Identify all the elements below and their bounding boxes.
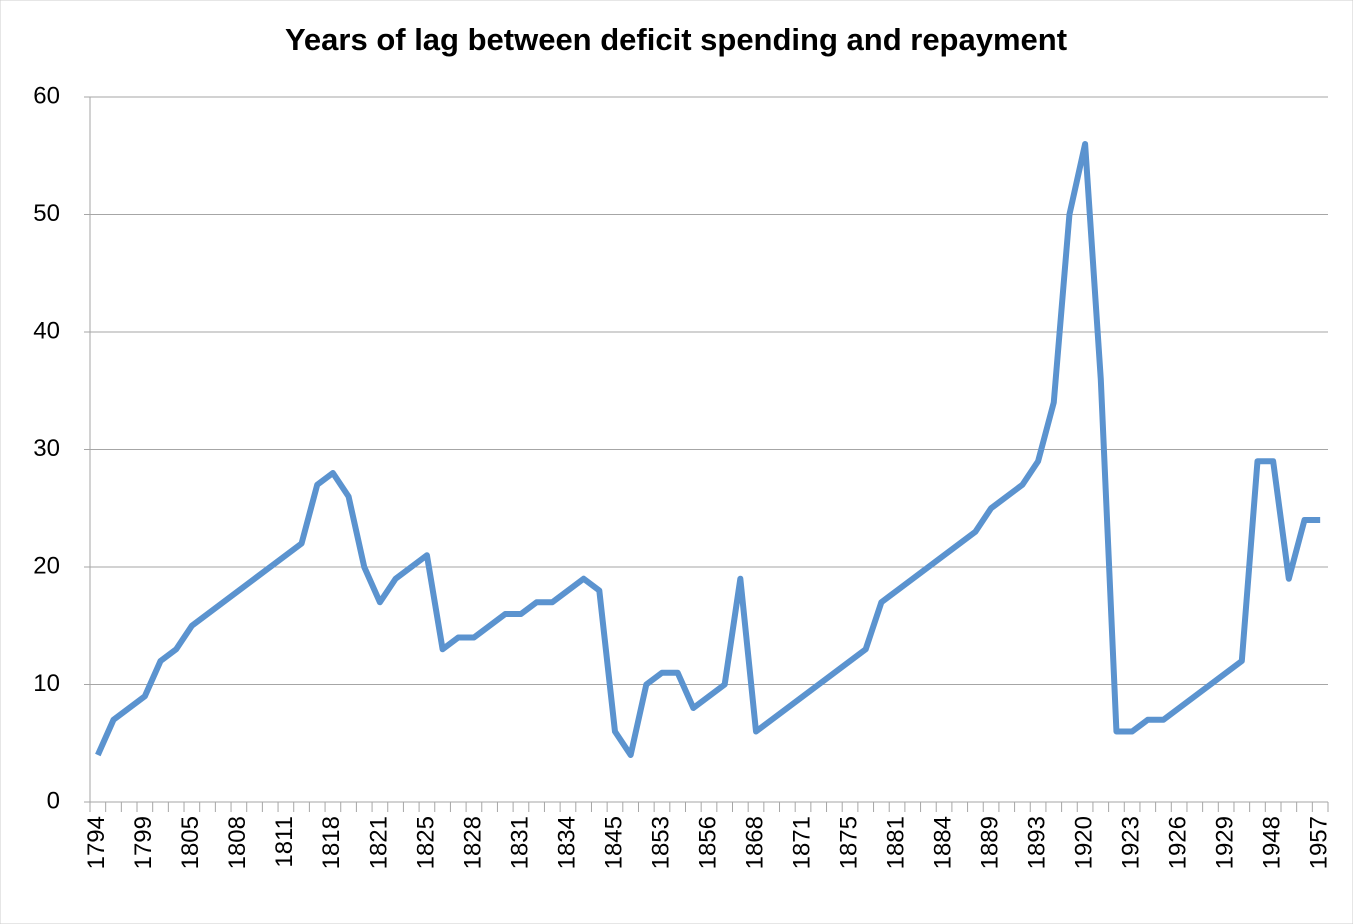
chart-title: Years of lag between deficit spending an… (285, 22, 1067, 57)
x-tick-label: 1889 (976, 816, 1003, 869)
x-tick-label: 1845 (600, 816, 627, 869)
x-tick-label: 1828 (459, 816, 486, 869)
x-tick-label: 1853 (647, 816, 674, 869)
x-tick-label: 1957 (1306, 816, 1333, 869)
x-tick-label: 1923 (1117, 816, 1144, 869)
y-tick-label: 60 (33, 82, 60, 109)
x-tick-label: 1929 (1211, 816, 1238, 869)
x-tick-label: 1805 (177, 816, 204, 869)
x-tick-label: 1808 (224, 816, 251, 869)
x-tick-label: 1794 (83, 816, 110, 869)
y-tick-label: 50 (33, 200, 60, 227)
x-tick-label: 1948 (1258, 816, 1285, 869)
x-tick-label: 1920 (1070, 816, 1097, 869)
x-tick-label: 1799 (130, 816, 157, 869)
data-line (95, 141, 1321, 758)
x-tick-label: 1818 (318, 816, 345, 869)
x-tick-label: 1893 (1023, 816, 1050, 869)
y-tick-label: 10 (33, 670, 60, 697)
x-tick-label: 1856 (694, 816, 721, 869)
x-tick-label: 1868 (741, 816, 768, 869)
x-tick-label: 1881 (882, 816, 909, 869)
x-tick-label: 1871 (788, 816, 815, 869)
x-tick-label: 1825 (412, 816, 439, 869)
y-tick-label: 20 (33, 552, 60, 579)
x-tick-label: 1821 (365, 816, 392, 869)
y-tick-label: 40 (33, 317, 60, 344)
y-tick-label: 0 (47, 787, 60, 814)
x-tick-label: 1831 (506, 816, 533, 869)
y-tick-label: 30 (33, 435, 60, 462)
x-tick-label: 1811 (271, 816, 298, 868)
x-tick-label: 1834 (553, 816, 580, 869)
x-tick-label: 1926 (1164, 816, 1191, 869)
x-tick-label: 1875 (835, 816, 862, 869)
x-tick-label: 1884 (929, 816, 956, 869)
